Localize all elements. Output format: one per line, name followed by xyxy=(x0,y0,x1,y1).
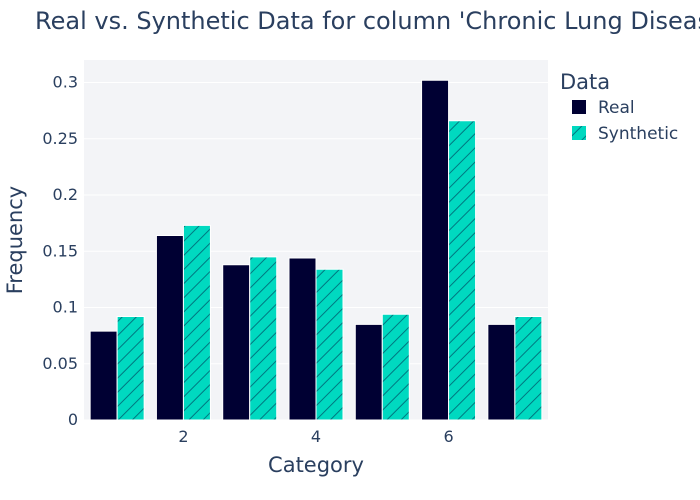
y-tick-label-6: 0.3 xyxy=(53,73,78,92)
legend-title: Data xyxy=(560,70,610,94)
bar-real-5 xyxy=(354,323,383,421)
bar-real-1 xyxy=(89,330,118,421)
legend: Data Real Synthetic xyxy=(560,70,678,144)
y-tick-label-3: 0.15 xyxy=(42,241,78,260)
bar-synthetic-5 xyxy=(381,313,410,421)
x-tick-label-0: 2 xyxy=(178,427,188,446)
bar-real-6 xyxy=(421,79,450,421)
bar-synthetic-7 xyxy=(514,316,543,421)
y-tick-label-5: 0.25 xyxy=(42,129,78,148)
y-tick-label-0: 0 xyxy=(68,410,78,429)
legend-label-synthetic: Synthetic xyxy=(598,124,678,144)
bar-synthetic-6 xyxy=(448,120,477,421)
legend-swatch-real xyxy=(572,100,586,114)
legend-items: Real Synthetic xyxy=(572,98,678,144)
y-tick-label-2: 0.1 xyxy=(53,298,78,317)
y-tick-label-4: 0.2 xyxy=(53,185,78,204)
x-tick-label-2: 6 xyxy=(443,427,453,446)
x-tick-label-1: 4 xyxy=(311,427,321,446)
y-axis-ticks: 0 0.05 0.1 0.15 0.2 0.25 0.3 xyxy=(42,73,78,430)
bar-synthetic-4 xyxy=(315,268,344,421)
y-tick-label-1: 0.05 xyxy=(42,354,78,373)
bar-real-4 xyxy=(288,257,317,421)
chart-title: Real vs. Synthetic Data for column 'Chro… xyxy=(35,7,700,35)
bar-real-3 xyxy=(222,264,251,421)
bar-real-2 xyxy=(155,235,184,421)
bar-real-7 xyxy=(487,323,516,421)
x-axis-ticks: 2 4 6 xyxy=(178,427,453,446)
legend-label-real: Real xyxy=(598,98,635,118)
y-axis-title: Frequency xyxy=(3,186,27,295)
bar-synthetic-2 xyxy=(182,224,211,421)
legend-swatch-synthetic xyxy=(572,126,586,140)
bar-synthetic-3 xyxy=(249,256,278,421)
bar-synthetic-1 xyxy=(116,316,145,421)
x-axis-title: Category xyxy=(268,453,364,477)
bars xyxy=(89,79,543,421)
